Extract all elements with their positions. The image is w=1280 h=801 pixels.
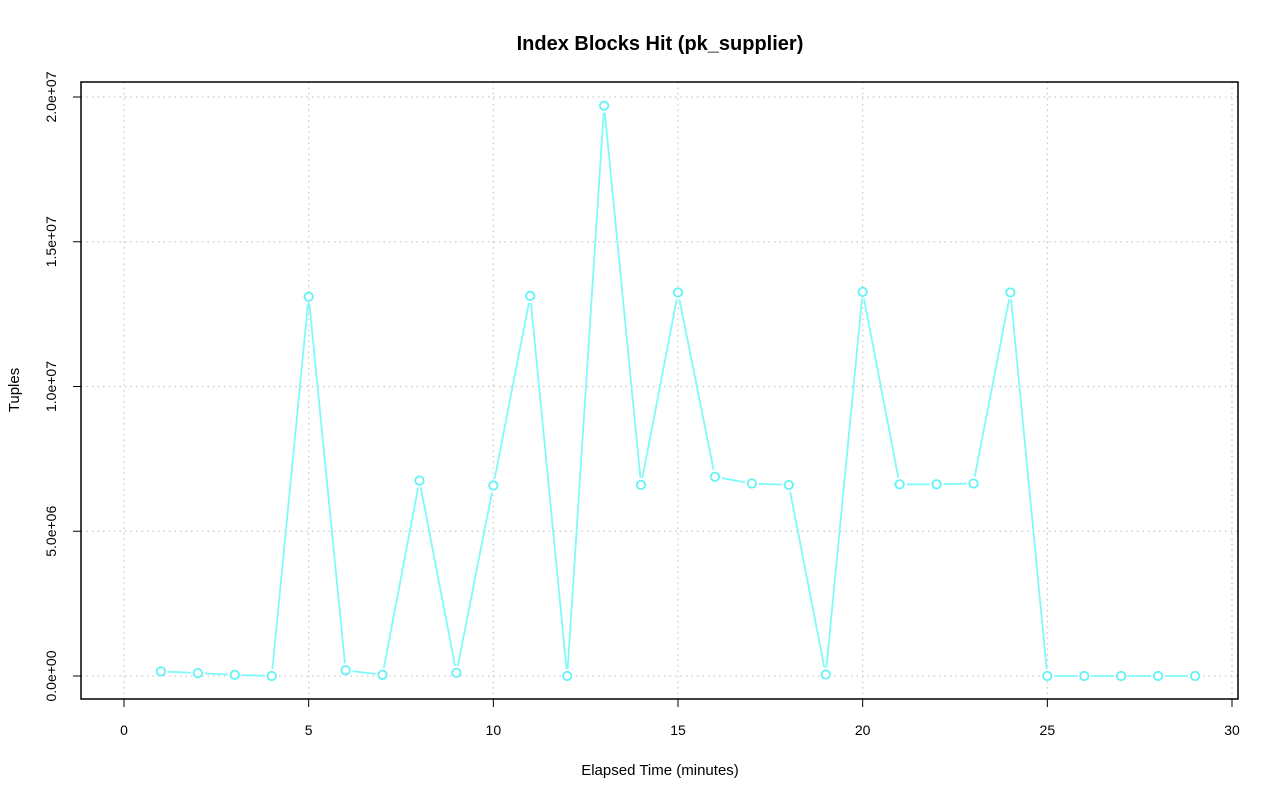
data-point (229, 669, 240, 680)
series-line-segment (271, 303, 309, 670)
x-tick-label: 5 (305, 722, 313, 738)
series-line-segment (641, 299, 678, 479)
data-point (1079, 670, 1090, 682)
series-line-segment (721, 477, 746, 484)
data-point (562, 670, 573, 682)
data-point (525, 290, 536, 301)
series-line-segment (789, 491, 826, 668)
data-point (303, 291, 314, 302)
series-line-segment (204, 672, 228, 676)
series-line-segment (863, 298, 900, 478)
data-point (451, 667, 462, 678)
chart-title: Index Blocks Hit (pk_supplier) (517, 33, 804, 55)
y-tick-label: 0.0e+00 (43, 650, 59, 701)
data-point (377, 669, 388, 680)
data-point (746, 478, 757, 489)
series-line-segment (167, 670, 191, 674)
data-point (1189, 670, 1201, 682)
series-line-segment (1010, 299, 1048, 670)
series-line-segment (758, 482, 782, 486)
y-tick-label: 1.0e+07 (43, 361, 59, 412)
data-point (414, 475, 425, 486)
series-line-segment (382, 487, 420, 669)
data-point (1153, 670, 1164, 682)
series-line-segment (973, 299, 1010, 477)
data-point (1005, 287, 1016, 298)
data-point (340, 665, 351, 676)
data-point (709, 471, 721, 482)
data-point (783, 479, 794, 491)
series-line-segment (419, 487, 456, 667)
series-line-segment (241, 674, 265, 677)
data-point (857, 286, 868, 297)
x-axis-label: Elapsed Time (minutes) (581, 762, 739, 779)
data-point (155, 666, 167, 677)
data-point (192, 668, 203, 679)
data-point (672, 287, 684, 298)
x-tick-label: 10 (486, 722, 502, 738)
data-point (820, 669, 831, 680)
y-tick-label: 2.0e+07 (43, 71, 59, 122)
x-tick-label: 30 (1224, 722, 1240, 738)
data-point (266, 670, 277, 682)
x-tick-label: 20 (855, 722, 871, 738)
data-point (1116, 670, 1127, 682)
y-tick-label: 5.0e+06 (43, 506, 59, 557)
data-point (968, 478, 979, 489)
x-tick-label: 0 (120, 722, 128, 738)
series-line-segment (603, 112, 642, 479)
y-tick-label: 1.5e+07 (43, 216, 59, 267)
series-line-segment (493, 302, 530, 479)
series-layer (155, 100, 1201, 682)
series-line-segment (456, 492, 493, 667)
data-point (599, 100, 610, 111)
data-point (931, 479, 942, 490)
series-line-segment (530, 302, 568, 670)
series-line-segment (308, 303, 346, 664)
x-tick-label: 15 (670, 722, 686, 738)
x-axis: 0 5 10 15 20 25 30 (120, 699, 1240, 738)
y-axis-label: Tuples (6, 368, 23, 412)
plot-frame (80, 81, 1239, 700)
data-point (635, 479, 647, 491)
y-axis: 0.0e+00 5.0e+06 1.0e+07 1.5e+07 2.0e+07 (43, 71, 81, 702)
data-point (488, 480, 499, 491)
series-line-segment (678, 299, 715, 471)
data-point (1042, 670, 1053, 682)
series-line-segment (566, 112, 605, 670)
data-point (894, 479, 905, 490)
series-line-segment (825, 298, 863, 668)
series-line-segment (943, 482, 967, 486)
x-tick-label: 25 (1040, 722, 1056, 738)
series-line-segment (352, 670, 376, 675)
